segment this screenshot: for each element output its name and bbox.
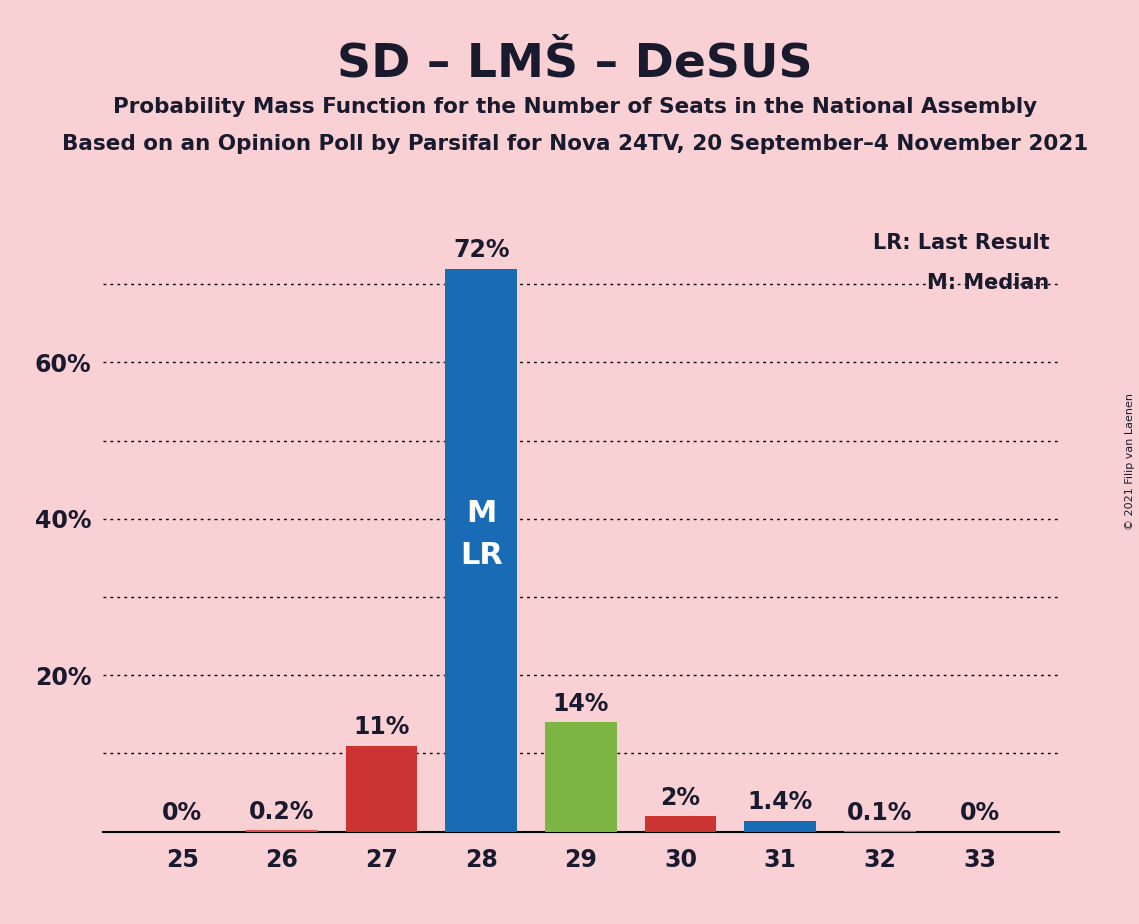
Text: © 2021 Filip van Laenen: © 2021 Filip van Laenen [1125, 394, 1134, 530]
Bar [346, 746, 418, 832]
Text: 14%: 14% [552, 692, 609, 716]
Text: 72%: 72% [453, 238, 509, 262]
Bar [445, 269, 517, 832]
Text: 0%: 0% [162, 801, 203, 825]
Text: 1.4%: 1.4% [747, 790, 813, 814]
Text: SD – LMŠ – DeSUS: SD – LMŠ – DeSUS [337, 42, 813, 87]
Text: 0%: 0% [959, 801, 1000, 825]
Text: 0.1%: 0.1% [847, 800, 912, 824]
Text: M: Median: M: Median [927, 273, 1049, 293]
Text: 2%: 2% [661, 785, 700, 809]
Text: LR: Last Result: LR: Last Result [872, 234, 1049, 253]
Text: 0.2%: 0.2% [249, 800, 314, 824]
Bar [745, 821, 817, 832]
Text: 11%: 11% [353, 715, 410, 739]
Text: Probability Mass Function for the Number of Seats in the National Assembly: Probability Mass Function for the Number… [113, 97, 1038, 117]
Text: M
LR: M LR [460, 499, 502, 570]
Text: Based on an Opinion Poll by Parsifal for Nova 24TV, 20 September–4 November 2021: Based on an Opinion Poll by Parsifal for… [62, 134, 1089, 154]
Bar [546, 723, 617, 832]
Bar [246, 830, 318, 832]
Bar [645, 816, 716, 832]
